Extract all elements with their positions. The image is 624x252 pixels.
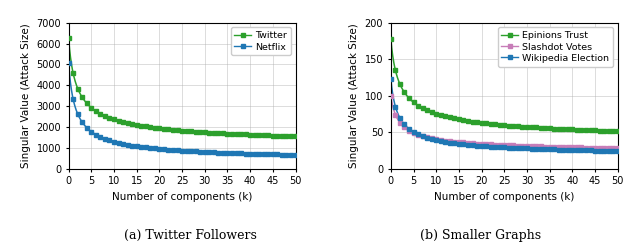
- Legend: Twitter, Netflix: Twitter, Netflix: [231, 27, 291, 55]
- Twitter: [133, 123, 140, 127]
- Line: Netflix: Netflix: [67, 62, 297, 156]
- Netflix: [287, 153, 295, 156]
- Slashdot Votes: [614, 147, 622, 150]
- Wikipedia Election: [550, 148, 558, 151]
- Twitter: [65, 37, 72, 40]
- Line: Twitter: Twitter: [67, 37, 297, 138]
- Wikipedia Election: [610, 149, 617, 152]
- Twitter: [115, 119, 122, 122]
- Slashdot Votes: [460, 141, 467, 144]
- Twitter: [137, 124, 145, 127]
- Slashdot Votes: [437, 138, 444, 141]
- Netflix: [65, 62, 72, 65]
- Line: Epinions Trust: Epinions Trust: [389, 37, 619, 133]
- Wikipedia Election: [387, 77, 394, 80]
- Epinions Trust: [455, 118, 462, 121]
- Wikipedia Election: [537, 147, 544, 150]
- Slashdot Votes: [537, 145, 544, 148]
- X-axis label: Number of components (k): Number of components (k): [434, 192, 575, 202]
- Wikipedia Election: [455, 142, 462, 145]
- Twitter: [228, 132, 236, 135]
- Epinions Trust: [614, 130, 622, 133]
- Epinions Trust: [550, 127, 558, 130]
- Y-axis label: Singular Value (Attack Size): Singular Value (Attack Size): [21, 23, 31, 168]
- Slashdot Votes: [455, 141, 462, 144]
- Netflix: [292, 153, 300, 156]
- Wikipedia Election: [460, 143, 467, 146]
- Netflix: [133, 145, 140, 148]
- Wikipedia Election: [437, 139, 444, 142]
- Slashdot Votes: [550, 145, 558, 148]
- Netflix: [115, 141, 122, 144]
- Netflix: [215, 151, 222, 154]
- Netflix: [137, 145, 145, 148]
- Slashdot Votes: [610, 147, 617, 150]
- Epinions Trust: [437, 114, 444, 117]
- Y-axis label: Singular Value (Attack Size): Singular Value (Attack Size): [349, 23, 359, 168]
- Slashdot Votes: [387, 94, 394, 97]
- Wikipedia Election: [614, 149, 622, 152]
- Line: Slashdot Votes: Slashdot Votes: [389, 94, 619, 150]
- Epinions Trust: [460, 119, 467, 122]
- Netflix: [228, 151, 236, 154]
- Epinions Trust: [610, 130, 617, 133]
- Line: Wikipedia Election: Wikipedia Election: [389, 77, 619, 152]
- Text: (b) Smaller Graphs: (b) Smaller Graphs: [420, 229, 541, 242]
- Text: (a) Twitter Followers: (a) Twitter Followers: [124, 229, 256, 242]
- Epinions Trust: [387, 37, 394, 40]
- Epinions Trust: [537, 126, 544, 129]
- Legend: Epinions Trust, Slashdot Votes, Wikipedia Election: Epinions Trust, Slashdot Votes, Wikipedi…: [498, 27, 613, 67]
- Twitter: [287, 135, 295, 138]
- X-axis label: Number of components (k): Number of components (k): [112, 192, 252, 202]
- Twitter: [215, 132, 222, 135]
- Twitter: [292, 135, 300, 138]
